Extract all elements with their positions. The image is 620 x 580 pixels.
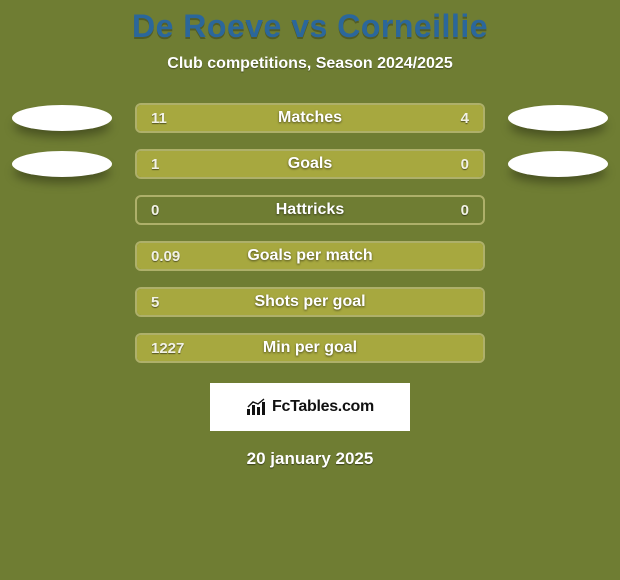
- stat-row: 1227Min per goal: [0, 333, 620, 363]
- logo-text: FcTables.com: [272, 398, 374, 416]
- stat-label: Hattricks: [137, 197, 483, 223]
- bar-left-fill: [137, 151, 414, 177]
- stat-row: 114Matches: [0, 103, 620, 133]
- stat-value-right: 0: [447, 197, 483, 223]
- player-right-avatar: [508, 151, 608, 177]
- stat-value-left: 11: [137, 105, 181, 131]
- player-right-avatar: [508, 105, 608, 131]
- stat-row: 0 0Hattricks: [0, 195, 620, 225]
- stat-bar: 1227Min per goal: [135, 333, 485, 363]
- stat-value-right: 4: [447, 105, 483, 131]
- stat-bar: 0 0Hattricks: [135, 195, 485, 225]
- player-left-avatar: [12, 151, 112, 177]
- page-title: De Roeve vs Corneillie: [0, 8, 620, 45]
- stat-row: 5Shots per goal: [0, 287, 620, 317]
- stat-value-left: 1: [137, 151, 173, 177]
- stat-bar: 5Shots per goal: [135, 287, 485, 317]
- chart-icon: [246, 398, 268, 416]
- stat-value-left: 1227: [137, 335, 198, 361]
- stat-value-right: 0: [447, 151, 483, 177]
- player-left-avatar: [12, 105, 112, 131]
- stat-row: 10Goals: [0, 149, 620, 179]
- stat-value-left: 0.09: [137, 243, 194, 269]
- stat-bar: 0.09Goals per match: [135, 241, 485, 271]
- stat-row: 0.09Goals per match: [0, 241, 620, 271]
- stat-value-left: 0: [137, 197, 173, 223]
- stat-bar: 114Matches: [135, 103, 485, 133]
- fctables-logo[interactable]: FcTables.com: [210, 383, 410, 431]
- subtitle: Club competitions, Season 2024/2025: [0, 55, 620, 73]
- stat-value-left: 5: [137, 289, 173, 315]
- bar-left-fill: [137, 289, 483, 315]
- stats-container: 114Matches10Goals00Hattricks0.09Goals pe…: [0, 103, 620, 363]
- stat-bar: 10Goals: [135, 149, 485, 179]
- date-label: 20 january 2025: [0, 449, 620, 469]
- comparison-card: De Roeve vs Corneillie Club competitions…: [0, 0, 620, 580]
